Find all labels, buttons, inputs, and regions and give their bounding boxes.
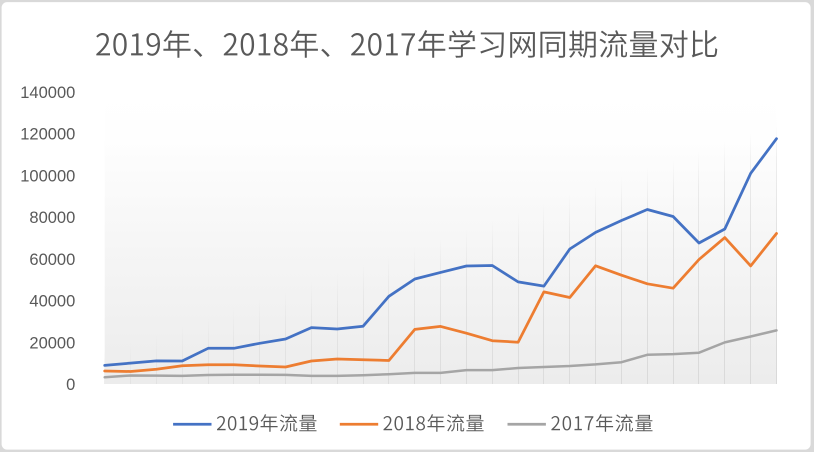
svg-text:140000: 140000 <box>20 84 75 102</box>
svg-text:40000: 40000 <box>29 293 75 311</box>
svg-text:100000: 100000 <box>20 167 75 185</box>
svg-text:120000: 120000 <box>20 126 75 144</box>
svg-text:60000: 60000 <box>29 251 75 269</box>
svg-text:0: 0 <box>66 376 75 394</box>
svg-text:20000: 20000 <box>29 334 75 352</box>
svg-text:80000: 80000 <box>29 209 75 227</box>
